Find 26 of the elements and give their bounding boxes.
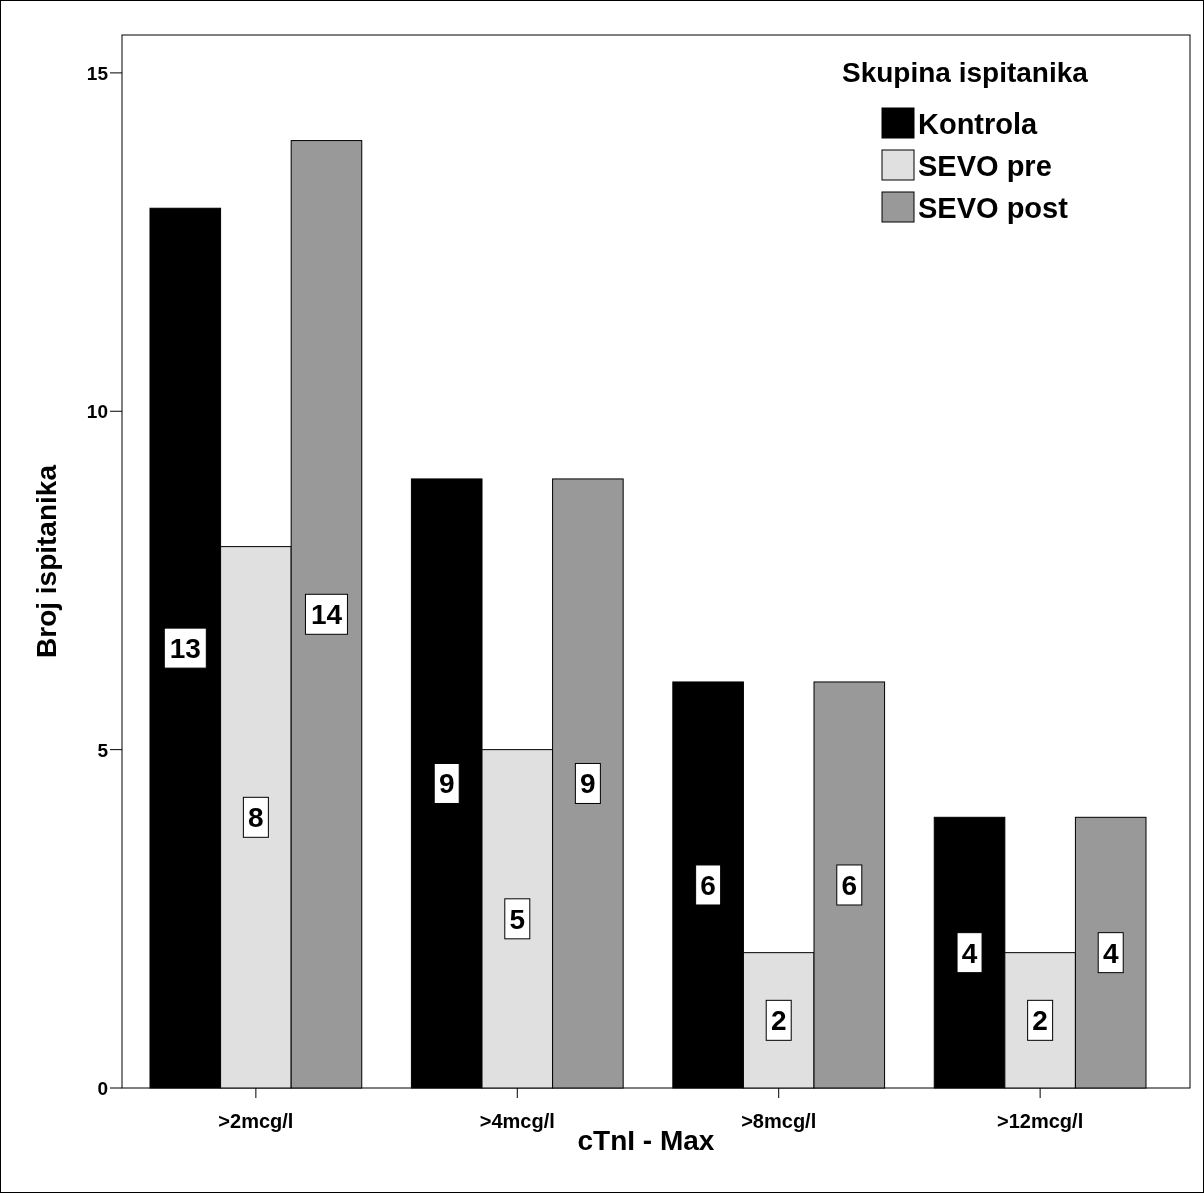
data-label: 9: [580, 768, 596, 800]
data-label: 6: [700, 869, 716, 901]
data-label: 5: [509, 903, 526, 935]
x-tick-label: >12mcg/l: [997, 1110, 1084, 1132]
data-label: 2: [1032, 1005, 1048, 1037]
data-label: 8: [248, 802, 264, 834]
data-label: 9: [438, 768, 455, 800]
legend-title: Skupina ispitanika: [842, 57, 1089, 88]
data-label: 2: [770, 1005, 787, 1037]
data-label: 6: [841, 869, 858, 901]
y-tick-label: 15: [86, 62, 109, 84]
legend-label: Kontrola: [918, 108, 1039, 140]
legend-label: SEVO post: [918, 192, 1069, 224]
x-tick-label: >4mcg/l: [479, 1110, 555, 1132]
y-tick-label: 5: [97, 739, 109, 761]
data-label: 4: [961, 937, 978, 969]
data-label: 13: [169, 633, 201, 665]
x-tick-label: >8mcg/l: [741, 1110, 817, 1132]
y-tick-label: 0: [97, 1078, 108, 1099]
y-axis-title: Broj ispitanika: [31, 464, 62, 658]
data-label: 14: [310, 599, 343, 631]
data-label: 4: [1102, 937, 1119, 969]
x-tick-label: >2mcg/l: [218, 1110, 294, 1132]
x-axis-title: cTnI - Max: [577, 1125, 715, 1156]
legend-label: SEVO pre: [918, 150, 1052, 182]
y-tick-label: 10: [86, 401, 108, 423]
